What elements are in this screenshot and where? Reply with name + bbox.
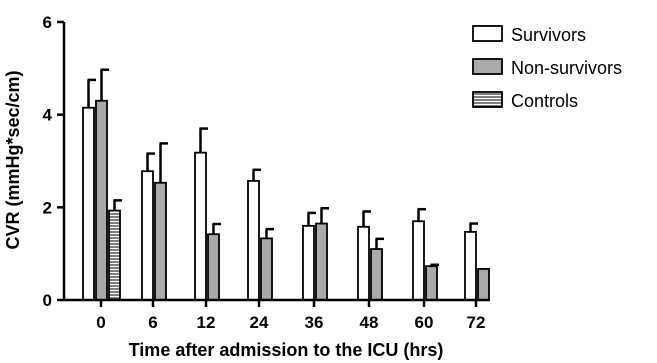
bar-non-survivors — [95, 68, 109, 301]
bar-rect — [425, 265, 438, 301]
legend-swatch — [472, 91, 503, 108]
bar-rect — [464, 230, 477, 301]
bar-non-survivors — [477, 268, 490, 301]
bar-survivors — [247, 168, 261, 301]
bar-rect — [141, 170, 154, 301]
x-ticks: 0 6 12 24 36 48 60 72 — [96, 300, 485, 332]
legend: Survivors Non-survivors Controls — [472, 25, 622, 111]
y-tick-label: 4 — [43, 106, 53, 125]
bar-rect — [260, 237, 273, 301]
bar-controls — [108, 199, 122, 301]
bar-survivors — [302, 211, 316, 301]
x-tick-label: 72 — [467, 313, 486, 332]
bar-rect — [154, 181, 167, 301]
x-tick-label: 48 — [360, 313, 379, 332]
bar-rect — [247, 180, 260, 301]
x-tick-label: 12 — [197, 313, 216, 332]
bar-survivors — [194, 127, 208, 301]
bar-rect — [477, 268, 490, 301]
bar-rect — [357, 225, 370, 301]
bar-non-survivors — [207, 222, 221, 301]
bar-survivors — [357, 210, 371, 301]
x-tick-label: 36 — [305, 313, 324, 332]
x-tick-label: 24 — [250, 313, 269, 332]
x-tick-label: 60 — [415, 313, 434, 332]
bar-non-survivors — [154, 142, 168, 301]
x-tick-label: 6 — [148, 313, 157, 332]
y-axis-title: CVR (mmHg*sec/cm) — [3, 70, 23, 249]
x-axis-title: Time after admission to the ICU (hrs) — [129, 340, 444, 360]
legend-label: Survivors — [511, 25, 586, 45]
legend-item: Non-survivors — [472, 58, 622, 78]
bar-non-survivors — [425, 263, 439, 301]
bar-survivors — [412, 207, 426, 301]
bar-rect — [82, 106, 95, 301]
y-tick-label: 2 — [43, 198, 52, 217]
bar-rect — [315, 222, 328, 301]
y-tick-label: 0 — [43, 291, 52, 310]
x-tick-label: 0 — [96, 313, 105, 332]
bar-rect — [95, 99, 108, 301]
bar-rect — [302, 224, 315, 301]
bar-rect — [370, 248, 383, 301]
bar-survivors — [141, 152, 155, 301]
bar-non-survivors — [370, 237, 384, 301]
legend-item: Survivors — [472, 25, 586, 45]
bar-rect — [412, 220, 425, 301]
legend-item: Controls — [472, 91, 578, 111]
bar-rect — [194, 151, 207, 301]
bar-survivors — [82, 78, 96, 301]
legend-swatch — [472, 25, 503, 42]
legend-label: Controls — [511, 91, 578, 111]
bar-rect — [108, 209, 121, 301]
legend-label: Non-survivors — [511, 58, 622, 78]
bar-rect — [207, 233, 220, 301]
axes — [62, 22, 490, 302]
bar-survivors — [464, 222, 478, 301]
legend-swatch — [472, 58, 503, 75]
y-tick-label: 6 — [43, 13, 52, 32]
y-ticks: 0 2 4 6 — [43, 13, 64, 310]
plot-area — [82, 68, 490, 301]
bar-non-survivors — [260, 227, 274, 301]
bar-non-survivors — [315, 207, 329, 301]
